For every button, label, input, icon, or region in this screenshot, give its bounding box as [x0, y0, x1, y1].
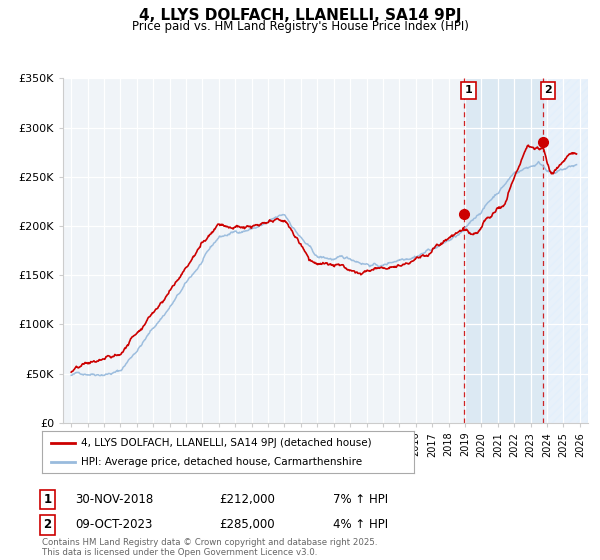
Text: 7% ↑ HPI: 7% ↑ HPI — [333, 493, 388, 506]
Text: 1: 1 — [464, 85, 472, 95]
Text: 2: 2 — [544, 85, 552, 95]
Text: 09-OCT-2023: 09-OCT-2023 — [75, 518, 152, 531]
Text: £285,000: £285,000 — [219, 518, 275, 531]
Text: Contains HM Land Registry data © Crown copyright and database right 2025.
This d: Contains HM Land Registry data © Crown c… — [42, 538, 377, 557]
Text: 1: 1 — [43, 493, 52, 506]
Text: 4% ↑ HPI: 4% ↑ HPI — [333, 518, 388, 531]
Bar — [543, 78, 588, 423]
Text: 2: 2 — [43, 518, 52, 531]
Text: HPI: Average price, detached house, Carmarthenshire: HPI: Average price, detached house, Carm… — [81, 457, 362, 467]
Text: 30-NOV-2018: 30-NOV-2018 — [75, 493, 153, 506]
Text: Price paid vs. HM Land Registry's House Price Index (HPI): Price paid vs. HM Land Registry's House … — [131, 20, 469, 32]
Text: 4, LLYS DOLFACH, LLANELLI, SA14 9PJ (detached house): 4, LLYS DOLFACH, LLANELLI, SA14 9PJ (det… — [81, 437, 371, 447]
Bar — [464, 78, 543, 423]
Text: £212,000: £212,000 — [219, 493, 275, 506]
Text: 4, LLYS DOLFACH, LLANELLI, SA14 9PJ: 4, LLYS DOLFACH, LLANELLI, SA14 9PJ — [139, 8, 461, 24]
